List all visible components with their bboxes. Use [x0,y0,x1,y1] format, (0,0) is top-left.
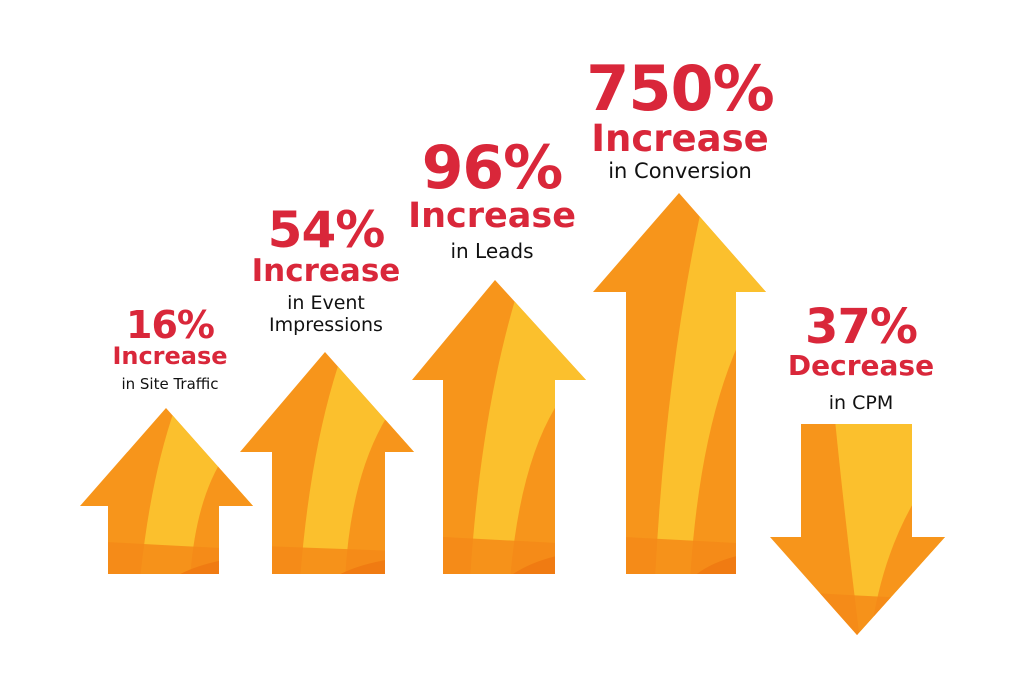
arrow-conversion [593,193,766,574]
stat-change-label: Increase [591,117,769,160]
arrow-site-traffic [80,408,253,574]
stat-change-label: Increase [408,196,576,236]
arrow-cpm [770,424,945,635]
stat-description: in Leads [450,238,534,263]
stat-value: 16% [126,303,215,347]
arrow-leads [412,280,586,574]
stat-description: in Site Traffic [121,375,219,394]
stat-event-impressions: 54% Increase in Event Impressions [236,205,416,337]
stat-description: in Conversion [608,158,752,183]
stat-value: 750% [586,52,775,125]
stat-description: in Event Impressions [269,291,383,337]
stat-change-label: Increase [112,342,228,370]
stat-site-traffic: 16% Increase in Site Traffic [100,306,240,393]
stat-change-label: Decrease [787,349,935,382]
stat-value: 54% [267,201,386,259]
stat-value: 37% [805,299,918,355]
stat-cpm: 37% Decrease in CPM [776,303,946,415]
arrow-event-impressions [240,352,414,574]
stat-value: 96% [421,133,564,203]
stat-conversion: 750% Increase in Conversion [570,58,790,184]
stat-change-label: Increase [251,253,401,289]
stat-leads: 96% Increase in Leads [394,138,590,263]
stat-description: in CPM [828,392,894,415]
